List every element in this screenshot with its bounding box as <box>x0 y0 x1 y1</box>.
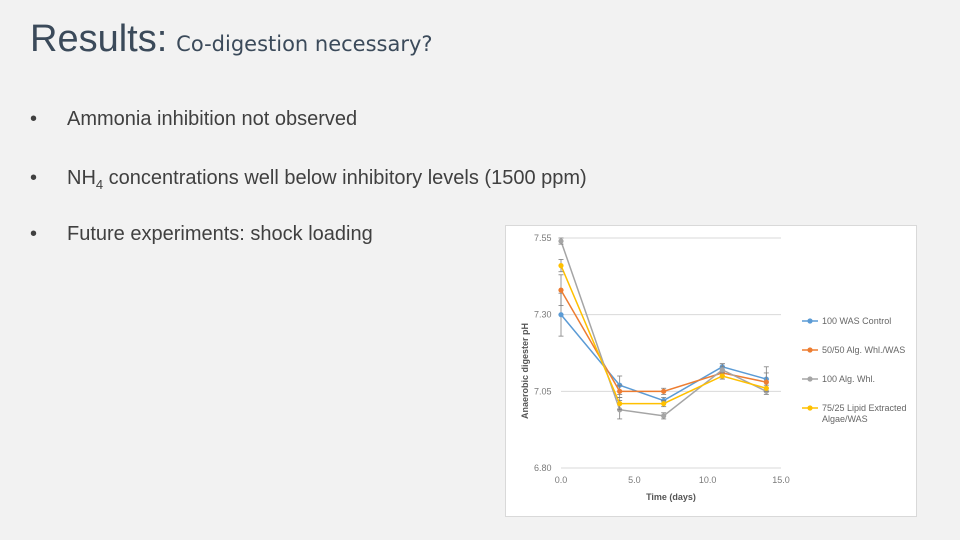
series-1 <box>558 292 769 405</box>
bullet-text: Ammonia inhibition not observed <box>67 108 358 130</box>
series-line <box>560 265 767 405</box>
bullet-text-subscript: 4 <box>95 177 104 192</box>
chart-canvas: 6.80 7.05 7.30 7.55 0.0 5.0 10.0 15.0 Time (days… <box>520 233 907 502</box>
data-point <box>661 388 667 394</box>
bullet-text-nh4-prefix: NH <box>67 167 96 189</box>
bullet-text: Future experiments: shock loading <box>67 223 373 245</box>
legend-item-1: 100 WAS Control <box>802 316 891 326</box>
y-axis-title: Anaerobic digester pH <box>520 323 530 419</box>
y-tick-label: 7.05 <box>534 386 552 396</box>
data-point <box>719 373 725 379</box>
legend-label: 75/25 Lipid Extracted <box>822 403 907 413</box>
page-title: Results: Co-digestion necessary? <box>30 18 433 61</box>
x-tick-label: 15.0 <box>772 475 790 485</box>
title-subtitle: Co-digestion necessary? <box>176 32 433 56</box>
ph-chart: 6.80 7.05 7.30 7.55 0.0 5.0 10.0 15.0 Time (days… <box>505 225 917 517</box>
x-tick-label: 0.0 <box>555 475 568 485</box>
data-point <box>558 238 564 244</box>
data-point <box>763 379 769 385</box>
bullet-text-nh4-rest: concentrations well below inhibitory lev… <box>103 167 587 189</box>
data-point <box>617 388 623 394</box>
data-point <box>763 385 769 391</box>
legend-item-3: 100 Alg. Whl. <box>802 374 875 384</box>
legend-swatch-marker <box>807 405 813 411</box>
legend-swatch-marker <box>807 376 813 382</box>
y-tick-label: 7.30 <box>534 310 552 320</box>
legend-swatch-marker <box>807 318 813 324</box>
bullet-item: • Ammonia inhibition not observed <box>30 108 357 131</box>
series-2 <box>558 274 769 398</box>
series-4 <box>558 259 769 411</box>
data-point <box>558 312 564 318</box>
bullet-item: • NH4 concentrations well below inhibitor… <box>30 167 587 192</box>
data-point <box>719 367 725 373</box>
bullet-marker: • <box>30 223 38 245</box>
bullet-item: • Future experiments: shock loading <box>30 223 373 246</box>
data-point <box>558 263 564 269</box>
y-tick-label: 7.55 <box>534 233 552 243</box>
bullet-marker: • <box>30 108 38 130</box>
data-point <box>617 401 623 407</box>
legend-label: 50/50 Alg. Whl./WAS <box>822 345 905 355</box>
legend-item-2: 50/50 Alg. Whl./WAS <box>802 345 905 355</box>
x-tick-label: 5.0 <box>628 475 641 485</box>
legend-swatch-marker <box>807 347 813 353</box>
x-axis-title: Time (days) <box>646 492 696 502</box>
data-point <box>558 287 564 293</box>
bullet-marker: • <box>30 167 38 189</box>
legend-label: 100 WAS Control <box>822 316 891 326</box>
data-point <box>661 413 667 419</box>
data-point <box>661 401 667 407</box>
x-tick-label: 10.0 <box>699 475 717 485</box>
legend-label: 100 Alg. Whl. <box>822 374 875 384</box>
legend-label: Algae/WAS <box>822 414 868 424</box>
y-tick-label: 6.80 <box>534 463 552 473</box>
title-main: Results: <box>30 18 168 60</box>
